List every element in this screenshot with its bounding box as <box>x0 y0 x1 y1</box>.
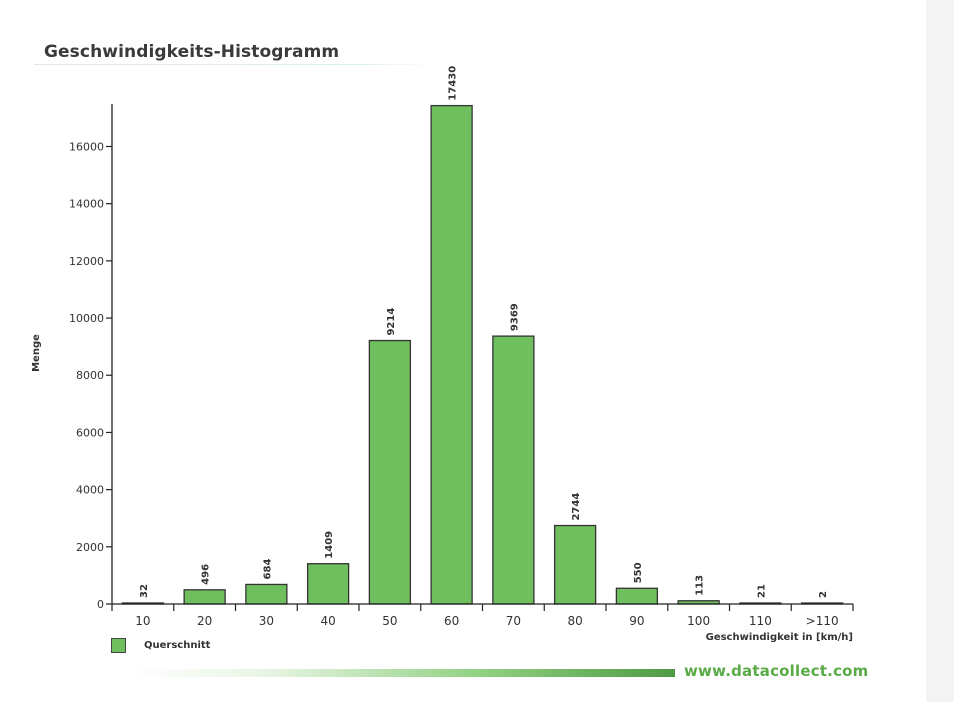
x-tick-label: 80 <box>567 614 582 628</box>
bar-value-label: 496 <box>201 564 212 585</box>
bar-value-label: 2 <box>818 591 829 598</box>
x-tick-label: 30 <box>259 614 274 628</box>
bar-value-label: 1409 <box>324 531 335 559</box>
bar-90 <box>615 587 659 605</box>
right-margin-strip <box>926 0 954 702</box>
y-axis-title: Menge <box>31 334 42 372</box>
x-tick-label: >110 <box>806 614 839 628</box>
legend-label: Querschnitt <box>144 640 211 651</box>
y-tick-label: 8000 <box>76 369 104 382</box>
y-tick-label: 2000 <box>76 541 104 554</box>
x-tick-label: 40 <box>320 614 335 628</box>
bar-value-label: 32 <box>139 584 150 598</box>
x-axis: 10 20 30 40 50 60 70 80 90 100 110 >110 <box>111 603 854 628</box>
chart-title: Geschwindigkeits-Histogramm <box>44 42 340 62</box>
x-tick-label: 100 <box>687 614 710 628</box>
y-tick-label: 10000 <box>69 312 104 325</box>
footer-gradient-band <box>130 669 675 677</box>
y-tick-label: 4000 <box>76 484 104 497</box>
bar-value-label: 9214 <box>386 308 397 336</box>
x-tick-label: 90 <box>629 614 644 628</box>
bar-value-label: 113 <box>695 575 706 596</box>
y-axis: 0 2000 4000 6000 8000 10000 12000 14000 16000 <box>69 104 113 611</box>
bar-40 <box>306 563 350 605</box>
bar-50 <box>368 339 412 605</box>
x-tick-label: 70 <box>506 614 521 628</box>
bar-value-label: 2744 <box>571 493 582 521</box>
bar-label-group: 32 496 684 1409 9214 17430 9369 2744 550 113 21 2 <box>139 66 829 598</box>
x-tick-label: 10 <box>135 614 150 628</box>
bar-value-label: 9369 <box>509 303 520 331</box>
bar-value-label: 21 <box>756 584 767 598</box>
bar-value-label: 684 <box>262 559 273 580</box>
bar-60 <box>430 104 473 605</box>
footer-url[interactable]: www.datacollect.com <box>684 662 869 680</box>
x-tick-label: 110 <box>749 614 772 628</box>
bar-30 <box>245 583 288 605</box>
x-tick-label: 20 <box>197 614 212 628</box>
y-tick-label: 16000 <box>69 140 104 153</box>
legend-swatch <box>111 638 126 653</box>
x-tick-label: 50 <box>382 614 397 628</box>
bar-80 <box>553 524 597 605</box>
y-tick-label: 12000 <box>69 255 104 268</box>
x-axis-title: Geschwindigkeit in [km/h] <box>706 632 853 643</box>
bar-value-label: 17430 <box>448 66 459 101</box>
x-tick-label: 60 <box>444 614 459 628</box>
bar-70 <box>492 335 535 605</box>
bar-group <box>121 104 844 605</box>
y-tick-label: 0 <box>97 598 104 611</box>
y-tick-label: 14000 <box>69 198 104 211</box>
y-tick-label: 6000 <box>76 426 104 439</box>
bar-20 <box>183 589 226 605</box>
bar-value-label: 550 <box>633 562 644 583</box>
title-underline <box>34 64 434 65</box>
